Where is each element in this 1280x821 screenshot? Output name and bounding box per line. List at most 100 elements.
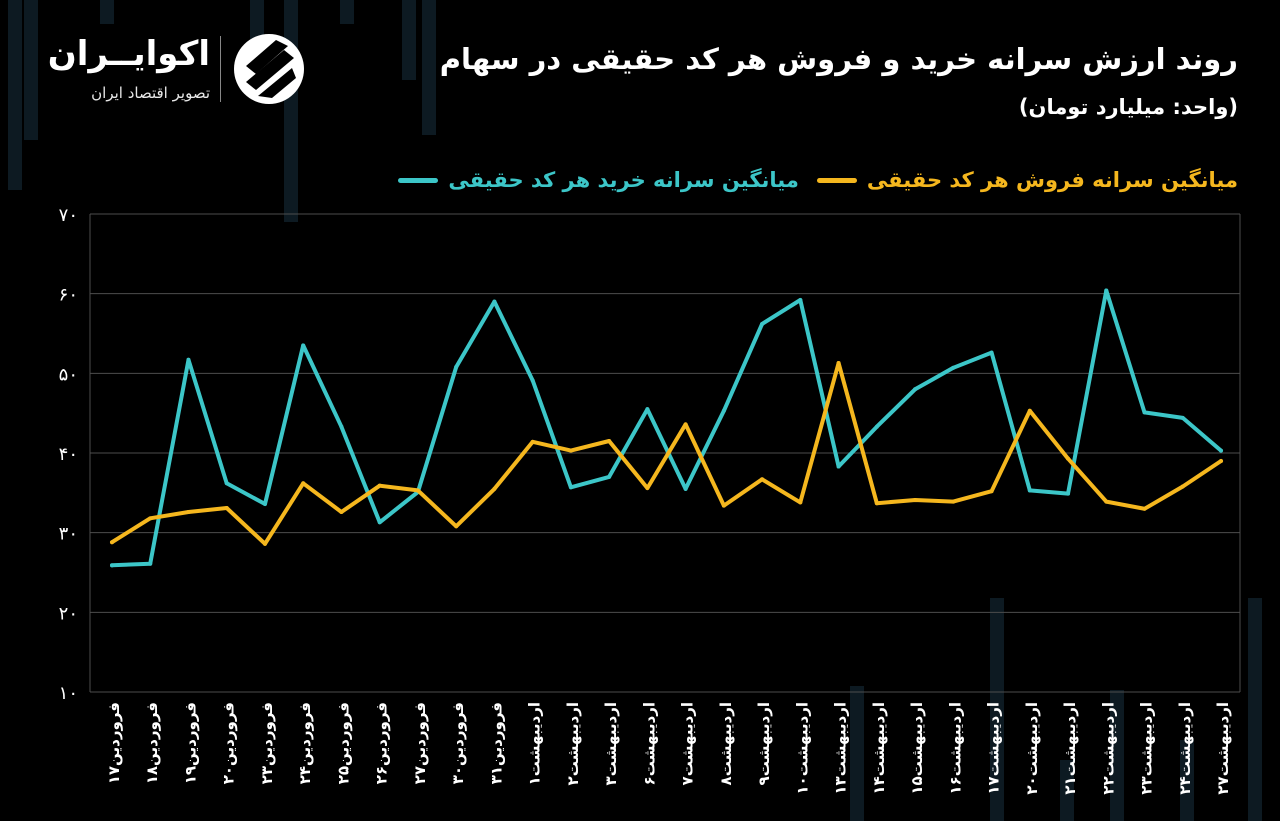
x-tick-label: اردیبهشت۳ <box>602 702 620 785</box>
data-point-sell <box>301 481 306 486</box>
data-point-sell <box>989 489 994 494</box>
x-tick-label: اردیبهشت۲۴ <box>1176 702 1194 795</box>
y-tick-label: ۷۰ <box>59 205 78 226</box>
y-tick-label: ۲۰ <box>59 603 78 624</box>
data-point-sell <box>913 498 918 503</box>
bg-bar <box>1110 690 1124 821</box>
data-point-sell <box>224 505 229 510</box>
x-tick-label: اردیبهشت۱۶ <box>946 702 964 795</box>
data-point-sell <box>339 509 344 514</box>
data-point-buy <box>110 563 114 568</box>
x-tick-label: فروردین۲۰ <box>220 702 238 784</box>
x-tick-label: فروردین۱۹ <box>181 702 199 784</box>
x-tick-label: اردیبهشت۷ <box>679 702 697 785</box>
data-point-buy <box>262 501 267 506</box>
series-line-sell <box>110 361 1223 546</box>
legend-item-buy: میانگین سرانه خرید هر کد حقیقی <box>398 168 799 192</box>
chart-title: روند ارزش سرانه خرید و فروش هر کد حقیقی … <box>439 42 1238 76</box>
y-tick-label: ۶۰ <box>59 285 78 306</box>
data-point-sell <box>1180 484 1185 489</box>
data-point-buy <box>760 321 765 326</box>
x-tick-label: اردیبهشت۸ <box>717 702 735 785</box>
bg-bar <box>1180 740 1194 821</box>
logo-tagline: تصویر اقتصاد ایران <box>91 84 210 102</box>
x-tick-label: اردیبهشت۲۰ <box>1023 702 1041 795</box>
chart-unit: (واحد: میلیارد تومان) <box>1018 95 1238 119</box>
data-point-buy <box>721 408 726 413</box>
legend-label-buy: میانگین سرانه خرید هر کد حقیقی <box>448 168 799 192</box>
data-point-buy <box>798 298 803 303</box>
x-tick-label: اردیبهشت۱۳ <box>832 702 850 795</box>
bg-bar <box>402 0 416 80</box>
x-tick-label: فروردین۱۸ <box>143 702 161 784</box>
bg-bar <box>8 0 22 190</box>
data-point-sell <box>377 483 382 488</box>
data-point-sell <box>1219 458 1223 463</box>
data-point-sell <box>874 501 879 506</box>
x-tick-label: اردیبهشت۲۳ <box>1138 702 1156 795</box>
x-tick-label: اردیبهشت۹ <box>755 702 773 785</box>
series-line-buy <box>110 288 1223 568</box>
legend-swatch-buy <box>398 177 439 183</box>
logo-mark-icon <box>234 34 304 104</box>
data-point-buy <box>186 357 191 362</box>
x-tick-label: اردیبهشت۱۰ <box>793 702 811 795</box>
legend-label-sell: میانگین سرانه فروش هر کد حقیقی <box>866 168 1238 192</box>
x-tick-label: اردیبهشت۲۱ <box>1061 702 1079 795</box>
data-point-sell <box>530 439 535 444</box>
data-point-sell <box>262 541 267 546</box>
data-point-sell <box>186 509 191 514</box>
x-tick-label: فروردین۲۵ <box>334 702 352 784</box>
data-point-sell <box>110 540 114 545</box>
data-point-sell <box>760 477 765 482</box>
y-tick-label: ۵۰ <box>59 364 78 385</box>
data-point-sell <box>568 448 573 453</box>
data-point-sell <box>148 516 153 521</box>
y-tick-label: ۴۰ <box>59 444 78 465</box>
data-point-sell <box>1142 506 1147 511</box>
data-point-buy <box>377 520 382 525</box>
legend-swatch-sell <box>816 177 857 183</box>
bg-bar <box>990 598 1004 821</box>
x-tick-label: اردیبهشت۲ <box>564 702 582 785</box>
x-tick-label: اردیبهشت۱۷ <box>985 702 1003 795</box>
data-point-buy <box>1066 491 1071 496</box>
bg-bar <box>340 0 354 24</box>
data-point-sell <box>1027 408 1032 413</box>
x-tick-label: فروردین۲۴ <box>296 702 314 784</box>
x-tick-label: اردیبهشت۶ <box>640 702 658 785</box>
data-point-sell <box>454 524 459 529</box>
data-point-buy <box>874 424 879 429</box>
bg-bar <box>1060 760 1074 821</box>
brand-logo: اکوایــران تصویر اقتصاد ایران <box>48 32 320 112</box>
data-point-buy <box>951 365 956 370</box>
data-point-buy <box>1142 410 1147 415</box>
y-tick-label: ۳۰ <box>59 524 78 545</box>
data-point-sell <box>1066 456 1071 461</box>
data-point-buy <box>645 407 650 412</box>
data-point-buy <box>454 364 459 369</box>
x-tick-label: اردیبهشت۱۴ <box>870 702 888 795</box>
data-point-sell <box>492 486 497 491</box>
data-point-buy <box>568 485 573 490</box>
data-point-sell <box>836 360 841 365</box>
data-point-buy <box>1104 288 1109 293</box>
bg-bar <box>100 0 114 24</box>
data-point-sell <box>798 500 803 505</box>
bg-bar <box>850 686 864 821</box>
bg-bar <box>1248 598 1262 821</box>
data-point-buy <box>339 424 344 429</box>
data-point-buy <box>989 350 994 355</box>
x-tick-label: فروردین۲۶ <box>373 702 391 784</box>
data-point-buy <box>836 464 841 469</box>
data-point-sell <box>415 488 420 493</box>
x-tick-label: اردیبهشت۲۲ <box>1099 702 1117 795</box>
bg-bar <box>422 0 436 135</box>
data-point-sell <box>645 486 650 491</box>
x-tick-label: فروردین۳۱ <box>487 702 505 784</box>
x-tick-label: فروردین۳۰ <box>449 702 467 784</box>
data-point-sell <box>721 503 726 508</box>
data-point-buy <box>1027 488 1032 493</box>
data-point-sell <box>1104 499 1109 504</box>
data-point-buy <box>530 378 535 383</box>
